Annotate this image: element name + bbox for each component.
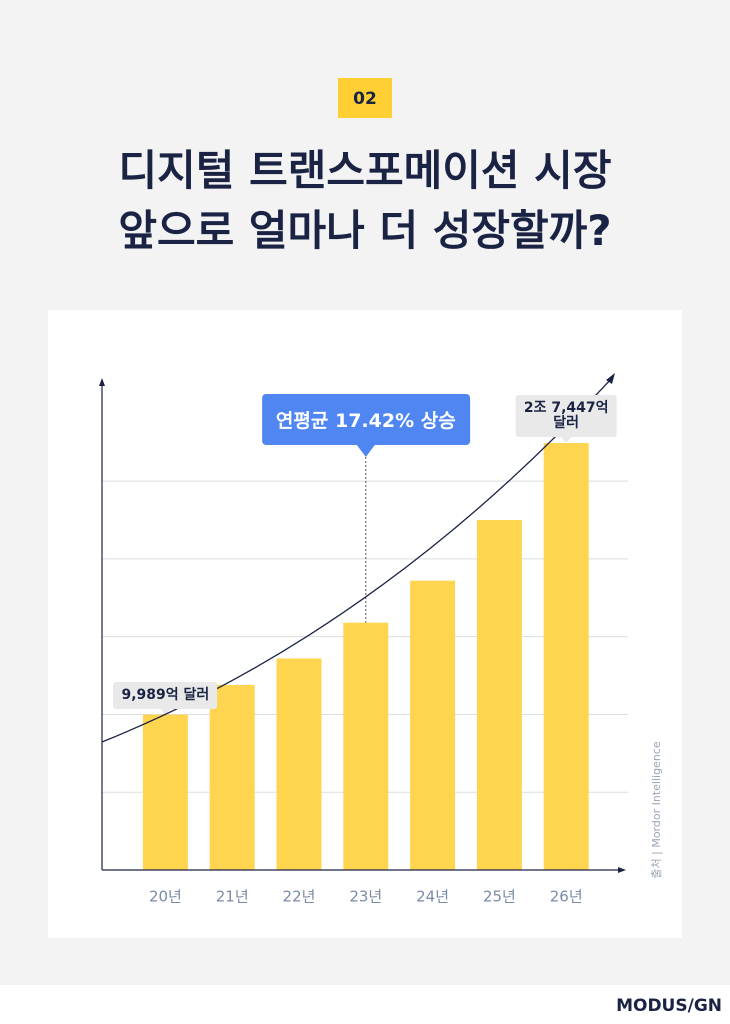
bar bbox=[543, 443, 589, 870]
title-line: 디지털 트랜스포메이션 시장 bbox=[119, 146, 612, 195]
badge: 02 bbox=[353, 89, 377, 109]
bar bbox=[276, 658, 322, 870]
x-tick-label: 24년 bbox=[416, 888, 449, 906]
x-tick-label: 20년 bbox=[149, 888, 182, 906]
bar bbox=[343, 622, 389, 870]
badge-box bbox=[338, 78, 392, 118]
title-line: 앞으로 얼마나 더 성장할까? bbox=[118, 206, 611, 255]
bar bbox=[410, 580, 456, 870]
annotation-pointer bbox=[356, 445, 375, 457]
bar bbox=[209, 684, 255, 870]
bar bbox=[476, 520, 522, 870]
axis-arrow bbox=[618, 867, 626, 873]
x-tick-label: 25년 bbox=[483, 888, 516, 906]
footer bbox=[0, 985, 730, 1024]
x-tick-label: 26년 bbox=[550, 888, 583, 906]
x-tick-label: 22년 bbox=[283, 888, 316, 906]
data-label: 9,989억 달러 bbox=[113, 681, 218, 709]
label-pointer bbox=[160, 708, 171, 715]
annotation: 연평균 17.42% 상승 bbox=[261, 394, 470, 445]
label-pointer bbox=[561, 437, 572, 444]
source: 출처 | Mordor Intelligence bbox=[650, 741, 663, 878]
brand: MODUS/GN bbox=[616, 996, 722, 1016]
trend-arrow bbox=[606, 373, 615, 384]
data-label: 2조 7,447억 달러 bbox=[515, 395, 617, 438]
x-tick-label: 21년 bbox=[216, 888, 249, 906]
bar bbox=[142, 714, 188, 870]
axis-arrow bbox=[99, 378, 105, 386]
x-tick-label: 23년 bbox=[349, 888, 382, 906]
